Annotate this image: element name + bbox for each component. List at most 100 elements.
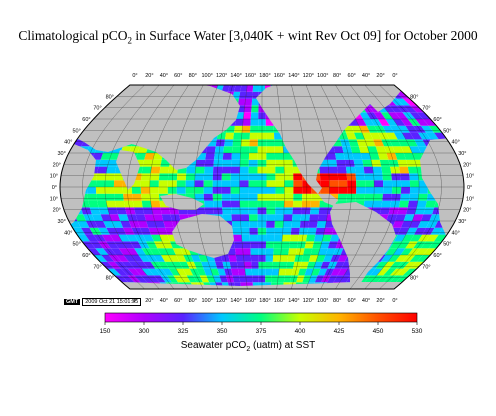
ocean-cell: [396, 98, 410, 106]
ocean-cell: [240, 221, 250, 228]
ocean-cell: [141, 166, 152, 174]
ocean-cell: [195, 159, 206, 167]
ocean-cell: [283, 153, 293, 160]
ocean-cell: [353, 159, 364, 167]
ocean-cell: [337, 166, 347, 174]
ocean-cell: [266, 227, 275, 235]
ocean-cell: [372, 200, 383, 208]
ocean-cell: [240, 153, 250, 160]
ocean-cell: [363, 119, 375, 126]
ocean-cell: [318, 207, 329, 215]
ocean-cell: [284, 166, 294, 174]
ocean-cell: [327, 159, 338, 167]
ocean-cell: [389, 105, 403, 113]
ocean-cell: [315, 227, 326, 235]
ocean-cell: [151, 159, 162, 167]
ocean-cell: [251, 98, 259, 106]
ocean-cell: [95, 187, 106, 194]
ocean-cell: [348, 139, 359, 147]
ocean-cell: [389, 241, 402, 249]
ocean-cell: [91, 153, 104, 160]
ocean-cell: [418, 187, 429, 194]
ocean-cell: [422, 248, 437, 255]
ocean-cell: [393, 248, 406, 255]
ocean-cell: [114, 200, 125, 208]
ocean-cell: [364, 193, 374, 201]
ocean-cell: [323, 255, 334, 262]
ocean-cell: [87, 193, 98, 201]
ocean-cell: [144, 214, 155, 221]
ocean-cell: [176, 180, 186, 187]
ocean-cell: [204, 200, 214, 208]
ocean-cell: [329, 187, 339, 194]
ocean-cell: [126, 248, 139, 255]
ocean-cell: [230, 193, 240, 201]
ocean-cell: [98, 159, 110, 167]
ocean-cell: [118, 214, 129, 221]
indonesia: [160, 194, 204, 210]
lon-label-bottom: 20°: [376, 298, 384, 304]
ocean-cell: [243, 255, 252, 262]
ocean-cell: [204, 166, 214, 174]
ocean-cell: [206, 275, 216, 283]
lon-label-bottom: 80°: [189, 298, 197, 304]
ocean-cell: [410, 105, 424, 113]
ocean-cell: [335, 153, 345, 160]
lat-label-left: 40°: [64, 140, 72, 146]
south-america: [330, 202, 396, 289]
ocean-cell: [72, 227, 86, 235]
ocean-cell: [141, 268, 154, 276]
ocean-cell: [266, 187, 276, 194]
ocean-cell: [228, 255, 237, 262]
ocean-cell: [425, 200, 436, 208]
ocean-cell: [141, 200, 152, 208]
ocean-cell: [157, 248, 169, 255]
ocean-cell: [330, 234, 341, 242]
ocean-cell: [389, 125, 402, 133]
ocean-cell: [242, 241, 251, 249]
ocean-cell: [397, 207, 408, 215]
ocean-cell: [246, 85, 254, 92]
ocean-cell: [400, 248, 414, 255]
ocean-cell: [293, 180, 303, 187]
ocean-cell: [234, 85, 242, 92]
ocean-cell: [382, 261, 396, 269]
ocean-cell: [395, 112, 408, 119]
ocean-cell: [111, 221, 124, 228]
ocean-cell: [370, 132, 382, 140]
ocean-cell: [363, 166, 374, 174]
ocean-cell: [231, 214, 241, 221]
ocean-cell: [121, 261, 135, 269]
ocean-cell: [185, 173, 196, 181]
map-labels: 0°0°20°20°40°40°60°60°80°80°100°100°120°…: [50, 73, 475, 304]
ocean-cell: [134, 275, 147, 283]
ocean-cell: [134, 248, 146, 255]
ocean-cell: [143, 261, 156, 269]
ocean-cell: [82, 241, 96, 249]
ocean-cell: [320, 180, 330, 187]
ocean-cell: [320, 187, 330, 194]
ocean-cell: [311, 193, 321, 201]
ocean-cell: [275, 193, 285, 201]
ocean-cell: [281, 241, 290, 249]
ocean-cell: [248, 193, 258, 201]
ocean-cell: [221, 85, 230, 92]
ocean-cell: [317, 214, 328, 221]
ocean-cell: [409, 173, 419, 181]
ocean-cell: [122, 241, 135, 249]
ocean-cell: [400, 187, 411, 194]
colorbar-ticks: 150 300 325 350 375 400 425 450 530: [100, 322, 423, 335]
ocean-cell: [106, 200, 117, 208]
ocean-cell: [354, 166, 365, 174]
ocean-cell: [239, 187, 249, 194]
ocean-cell: [403, 153, 415, 160]
ocean-cell: [346, 132, 357, 140]
ocean-cell: [194, 173, 205, 181]
ocean-cell: [274, 234, 283, 242]
ocean-cell: [182, 268, 194, 276]
ocean-cell: [400, 173, 410, 181]
colorbar-tick-label: 450: [373, 328, 384, 335]
ocean-cell: [196, 268, 207, 276]
ocean-cell: [157, 261, 169, 269]
